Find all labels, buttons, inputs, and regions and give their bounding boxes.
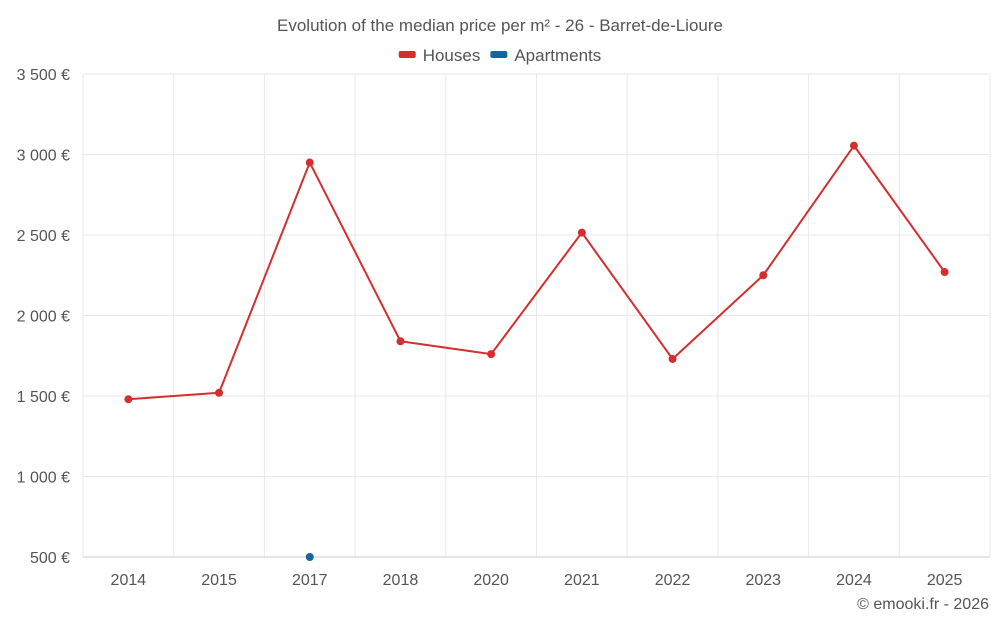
data-point-houses[interactable] <box>215 388 224 397</box>
x-gridlines <box>82 74 991 557</box>
x-tick-label: 2022 <box>655 572 691 589</box>
data-point-houses[interactable] <box>396 337 405 346</box>
data-point-houses[interactable] <box>305 158 314 167</box>
y-tick-label: 3 000 € <box>17 148 70 165</box>
legend: Houses Apartments <box>398 46 601 65</box>
x-tick-label: 2024 <box>836 572 872 589</box>
x-tick-label: 2021 <box>564 572 600 589</box>
y-tick-label: 2 500 € <box>17 228 70 245</box>
data-point-houses[interactable] <box>487 350 496 359</box>
data-point-houses[interactable] <box>124 395 133 404</box>
data-point-houses[interactable] <box>577 228 586 237</box>
series-apartments <box>305 553 314 561</box>
y-tick-label: 3 500 € <box>17 67 70 84</box>
legend-swatch <box>490 51 508 58</box>
legend-item-apartments[interactable]: Apartments <box>490 46 601 65</box>
legend-item-houses[interactable]: Houses <box>398 46 481 65</box>
x-tick-label: 2018 <box>383 572 419 589</box>
data-point-houses[interactable] <box>668 354 677 363</box>
data-point-houses[interactable] <box>759 271 768 280</box>
y-tick-label: 1 500 € <box>17 389 70 406</box>
series-line-houses <box>128 144 946 401</box>
x-tick-label: 2020 <box>473 572 509 589</box>
series-houses <box>124 141 949 404</box>
y-tick-label: 500 € <box>30 550 70 567</box>
x-tick-label: 2015 <box>201 572 237 589</box>
series-layer <box>124 141 949 561</box>
legend-label: Apartments <box>514 46 601 65</box>
credit-text: © emooki.fr - 2026 <box>857 596 989 613</box>
x-tick-label: 2017 <box>292 572 328 589</box>
x-axis-tick-labels: 2014 2015 2017 2018 2020 2021 2022 2023 2024 2025 <box>111 572 963 589</box>
y-tick-label: 1 000 € <box>17 470 70 487</box>
legend-label: Houses <box>423 46 481 65</box>
legend-swatch <box>398 51 416 58</box>
data-point-apartments[interactable] <box>305 553 314 561</box>
data-point-houses[interactable] <box>940 268 949 277</box>
data-point-houses[interactable] <box>849 141 858 150</box>
x-tick-label: 2025 <box>927 572 963 589</box>
y-tick-label: 2 000 € <box>17 309 70 326</box>
y-axis-tick-labels: 500 € 1 000 € 1 500 € 2 000 € 2 500 € 3 000 €… <box>17 67 70 567</box>
chart-title: Evolution of the median price per m² - 2… <box>277 16 723 35</box>
x-tick-label: 2014 <box>111 572 147 589</box>
x-tick-label: 2023 <box>745 572 781 589</box>
